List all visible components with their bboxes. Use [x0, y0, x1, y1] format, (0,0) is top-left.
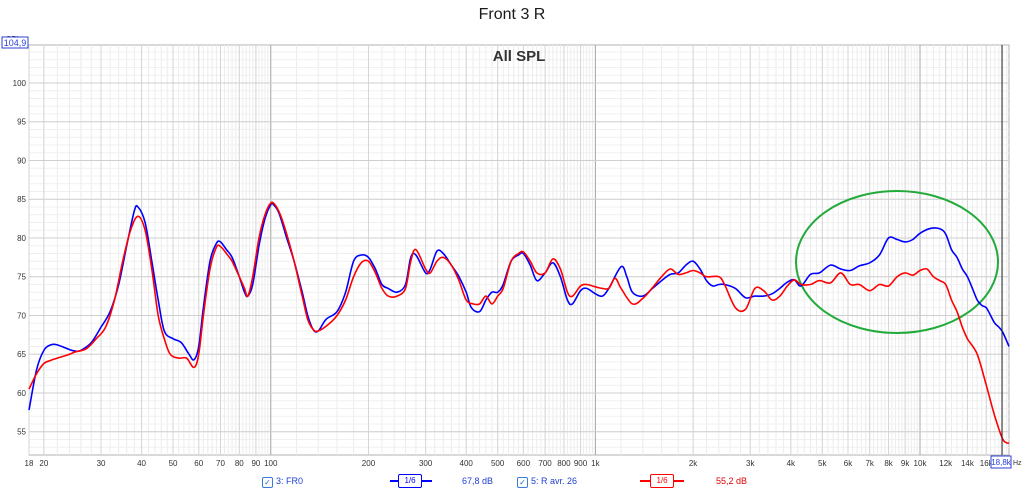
x-tick-label: 600 [517, 459, 531, 468]
series-line-r-avr[interactable] [28, 201, 1010, 445]
smoothing-label-fr0: 1/6 [404, 476, 416, 485]
x-tick-label: 100 [264, 459, 278, 468]
y-tick-label: 55 [17, 428, 26, 437]
y-max-label: 104,9 [4, 38, 27, 48]
y-tick-label: 60 [17, 389, 26, 398]
x-tick-label: 200 [362, 459, 376, 468]
legend-checkbox-r-avr[interactable]: ✓ [517, 477, 528, 488]
x-tick-label: 30 [97, 459, 106, 468]
x-tick-label: 700 [538, 459, 552, 468]
legend-label-r-avr: 5: R avr. 26 [531, 476, 578, 486]
x-cursor-readout[interactable]: 18,8k [990, 455, 1012, 469]
smoothing-button-r-avr[interactable]: 1/6 [650, 474, 674, 488]
x-tick-label: 20 [39, 459, 48, 468]
y-tick-label: 100 [13, 79, 27, 88]
x-tick-label: 8k [884, 459, 893, 468]
level-readout-r-avr: 55,2 dB [716, 475, 747, 487]
x-cursor-label: 18,8k [991, 458, 1012, 467]
ticks: 55 60 65 70 75 80 85 90 95 100 18 20 30 40 50 60 70 80 90 1… [13, 79, 994, 468]
y-tick-label: 85 [17, 195, 26, 204]
window-title: Front 3 R [478, 6, 546, 23]
y-tick-label: 95 [17, 118, 26, 127]
x-tick-label: 2k [689, 459, 698, 468]
x-tick-label: 900 [574, 459, 588, 468]
legend-checkbox-fr0[interactable]: ✓ [262, 477, 273, 488]
highlight-ellipse [795, 190, 999, 334]
x-tick-label: 500 [491, 459, 505, 468]
y-tick-label: 65 [17, 350, 26, 359]
x-tick-label: 16k [980, 459, 994, 468]
x-tick-label: 7k [865, 459, 874, 468]
legend-item-r-avr[interactable]: ✓ 5: R avr. 26 [517, 475, 577, 488]
y-tick-label: 90 [17, 156, 26, 165]
x-tick-label: 60 [194, 459, 203, 468]
x-tick-label: 40 [137, 459, 146, 468]
level-value-fr0: 67,8 dB [462, 476, 494, 486]
y-tick-label: 70 [17, 311, 26, 320]
y-max-readout[interactable]: 104,9 [1, 36, 29, 49]
x-tick-label: 14k [961, 459, 975, 468]
x-tick-label: 70 [216, 459, 225, 468]
x-tick-label: 3k [746, 459, 755, 468]
y-tick-label: 80 [17, 234, 26, 243]
legend-label-fr0: 3: FR0 [276, 476, 304, 486]
series-line-fr0[interactable] [28, 202, 1010, 411]
x-tick-label: 800 [557, 459, 571, 468]
x-unit-label: Hz [1013, 460, 1022, 467]
x-tick-label: 400 [460, 459, 474, 468]
x-tick-label: 300 [419, 459, 433, 468]
x-tick-label: 4k [787, 459, 796, 468]
legend-item-fr0[interactable]: ✓ 3: FR0 [262, 475, 303, 488]
smoothing-button-fr0[interactable]: 1/6 [398, 474, 422, 488]
level-readout-fr0: 67,8 dB [462, 475, 493, 487]
smoothing-label-r-avr: 1/6 [656, 476, 668, 485]
x-tick-label: 18 [25, 459, 34, 468]
x-tick-label: 12k [939, 459, 953, 468]
grid [28, 45, 1009, 455]
x-tick-label: 1k [591, 459, 600, 468]
y-tick-label: 75 [17, 273, 26, 282]
x-tick-label: 90 [251, 459, 260, 468]
x-tick-label: 80 [235, 459, 244, 468]
x-tick-label: 6k [844, 459, 853, 468]
level-value-r-avr: 55,2 dB [716, 476, 748, 486]
x-tick-label: 5k [818, 459, 827, 468]
x-tick-label: 9k [901, 459, 910, 468]
x-tick-label: 10k [914, 459, 928, 468]
chart-title: All SPL [493, 48, 546, 65]
x-tick-label: 50 [169, 459, 178, 468]
curves [28, 201, 1010, 445]
